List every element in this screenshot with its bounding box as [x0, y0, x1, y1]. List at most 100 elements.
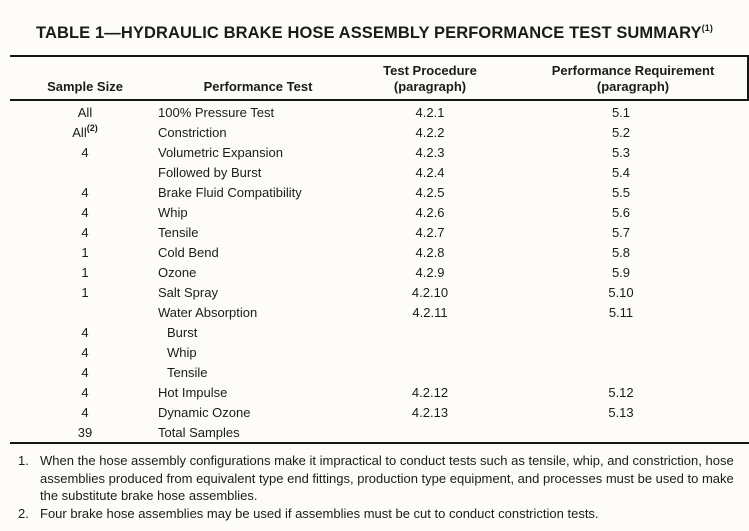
footnotes-section: 1. When the hose assembly configurations …	[18, 452, 742, 522]
table-header-row: Sample Size Performance Test Test Proced…	[0, 60, 749, 97]
performance-requirement-cell: 5.12	[608, 385, 634, 400]
column-header-line: Performance Test	[203, 79, 313, 94]
sample-size-cell: 4	[81, 145, 89, 160]
table-row: 4 Tensile	[0, 363, 749, 383]
test-procedure-cell: 4.2.2	[415, 125, 445, 140]
column-header-line: (paragraph)	[393, 79, 467, 94]
performance-test-cell: Burst	[167, 325, 198, 340]
table-row: 4 Volumetric Expansion 4.2.3 5.3	[0, 143, 749, 163]
performance-requirement-cell: 5.8	[611, 245, 631, 260]
table-row: 4 Burst	[0, 323, 749, 343]
test-procedure-cell: 4.2.4	[415, 165, 445, 180]
table-body: All 100% Pressure Test 4.2.1 5.1 All(2) Const…	[0, 103, 749, 443]
performance-requirement-cell: 5.5	[611, 185, 631, 200]
title-divider-rule	[10, 55, 749, 57]
table-row: 39 Total Samples	[0, 423, 749, 443]
table-row: 4 Dynamic Ozone 4.2.13 5.13	[0, 403, 749, 423]
performance-test-cell: Whip	[158, 205, 188, 220]
header-divider-rule	[10, 99, 749, 101]
sample-size-cell: All(2)	[72, 122, 98, 140]
table-row: 4 Whip	[0, 343, 749, 363]
column-header-sample-size: Sample Size	[30, 79, 140, 95]
performance-test-cell: Brake Fluid Compatibility	[158, 185, 302, 200]
footnote-text: When the hose assembly configurations ma…	[40, 453, 734, 503]
column-header-line: Sample Size	[47, 79, 123, 94]
footnote-ref: (2)	[86, 122, 98, 133]
performance-test-cell: Tensile	[167, 365, 208, 380]
sample-size-cell: All	[77, 105, 93, 120]
test-procedure-cell: 4.2.8	[415, 245, 445, 260]
sample-size-cell: 1	[81, 245, 89, 260]
sample-size-cell: 4	[81, 205, 89, 220]
table-bottom-rule	[10, 442, 749, 444]
scan-edge-artifact	[747, 55, 749, 101]
test-procedure-cell: 4.2.12	[411, 385, 449, 400]
test-procedure-cell: 4.2.1	[415, 105, 445, 120]
sample-size-cell: 39	[77, 425, 93, 440]
table-row: 1 Ozone 4.2.9 5.9	[0, 263, 749, 283]
performance-requirement-cell: 5.9	[611, 265, 631, 280]
sample-size-cell: 4	[81, 185, 89, 200]
footnote-number: 1.	[18, 453, 29, 468]
test-procedure-cell: 4.2.5	[415, 185, 445, 200]
table-row: All 100% Pressure Test 4.2.1 5.1	[0, 103, 749, 123]
column-header-line: Performance Requirement	[551, 63, 715, 78]
table-title: TABLE 1—HYDRAULIC BRAKE HOSE ASSEMBLY PE…	[0, 23, 749, 43]
performance-test-cell: Followed by Burst	[158, 165, 262, 180]
test-procedure-cell: 4.2.6	[415, 205, 445, 220]
sample-size-cell: 1	[81, 285, 89, 300]
table-row: 4 Whip 4.2.6 5.6	[0, 203, 749, 223]
performance-test-cell: Volumetric Expansion	[158, 145, 284, 160]
performance-requirement-cell: 5.6	[611, 205, 631, 220]
performance-test-cell: Hot Impulse	[158, 385, 228, 400]
sample-size-cell: 4	[81, 345, 89, 360]
table-row: 1 Cold Bend 4.2.8 5.8	[0, 243, 749, 263]
performance-test-cell: Cold Bend	[158, 245, 219, 260]
performance-test-cell: Tensile	[158, 225, 199, 240]
performance-requirement-cell: 5.1	[611, 105, 631, 120]
table-row: 4 Tensile 4.2.7 5.7	[0, 223, 749, 243]
performance-requirement-cell: 5.13	[608, 405, 634, 420]
performance-requirement-cell: 5.2	[611, 125, 631, 140]
column-header-line: (paragraph)	[596, 79, 670, 94]
performance-test-cell: 100% Pressure Test	[158, 105, 275, 120]
table-title-text: TABLE 1—HYDRAULIC BRAKE HOSE ASSEMBLY PE…	[36, 24, 702, 42]
test-procedure-cell: 4.2.3	[415, 145, 445, 160]
performance-requirement-cell: 5.7	[611, 225, 631, 240]
sample-size-cell: 4	[81, 225, 89, 240]
column-header-performance-requirement: Performance Requirement (paragraph)	[520, 63, 746, 95]
footnote-text: Four brake hose assemblies may be used i…	[40, 505, 599, 521]
performance-test-cell: Total Samples	[158, 425, 240, 440]
test-procedure-cell: 4.2.7	[415, 225, 445, 240]
table-row: All(2) Constriction 4.2.2 5.2	[0, 123, 749, 143]
table-row: 4 Hot Impulse 4.2.12 5.12	[0, 383, 749, 403]
table-row: 1 Salt Spray 4.2.10 5.10	[0, 283, 749, 303]
column-header-line: Test Procedure	[383, 63, 477, 78]
table-row: Followed by Burst 4.2.4 5.4	[0, 163, 749, 183]
sample-size-cell: 4	[81, 325, 89, 340]
footnote: 2. Four brake hose assemblies may be used…	[18, 505, 742, 523]
performance-test-cell: Constriction	[158, 125, 227, 140]
test-procedure-cell: 4.2.10	[411, 285, 449, 300]
performance-requirement-cell: 5.10	[608, 285, 634, 300]
test-procedure-cell: 4.2.11	[412, 305, 448, 320]
test-procedure-cell: 4.2.9	[415, 265, 445, 280]
performance-requirement-cell: 5.11	[608, 305, 634, 320]
performance-test-cell: Ozone	[158, 265, 197, 280]
performance-test-cell: Salt Spray	[158, 285, 218, 300]
sample-size-cell: 4	[81, 365, 89, 380]
sample-size-cell: 4	[81, 405, 89, 420]
column-header-test-procedure: Test Procedure (paragraph)	[350, 63, 510, 95]
performance-test-cell: Water Absorption	[158, 305, 258, 320]
sample-size-cell: 1	[81, 265, 89, 280]
footnote-number: 2.	[18, 505, 29, 521]
table-row: 4 Brake Fluid Compatibility 4.2.5 5.5	[0, 183, 749, 203]
footnote: 1. When the hose assembly configurations …	[18, 452, 742, 505]
performance-requirement-cell: 5.4	[611, 165, 631, 180]
sample-size-cell: 4	[81, 385, 89, 400]
column-header-performance-test: Performance Test	[158, 79, 358, 95]
performance-test-cell: Dynamic Ozone	[158, 405, 251, 420]
performance-test-cell: Whip	[167, 345, 197, 360]
test-procedure-cell: 4.2.13	[411, 405, 449, 420]
